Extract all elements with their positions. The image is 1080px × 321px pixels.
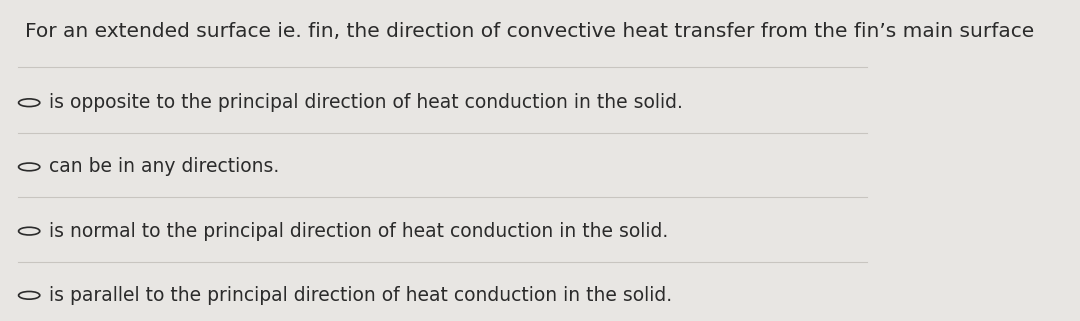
Text: is parallel to the principal direction of heat conduction in the solid.: is parallel to the principal direction o…: [49, 286, 672, 305]
Text: is opposite to the principal direction of heat conduction in the solid.: is opposite to the principal direction o…: [49, 93, 683, 112]
Text: can be in any directions.: can be in any directions.: [49, 157, 279, 177]
Text: is normal to the principal direction of heat conduction in the solid.: is normal to the principal direction of …: [49, 221, 667, 241]
Text: For an extended surface ie. fin, the direction of convective heat transfer from : For an extended surface ie. fin, the dir…: [25, 22, 1034, 41]
